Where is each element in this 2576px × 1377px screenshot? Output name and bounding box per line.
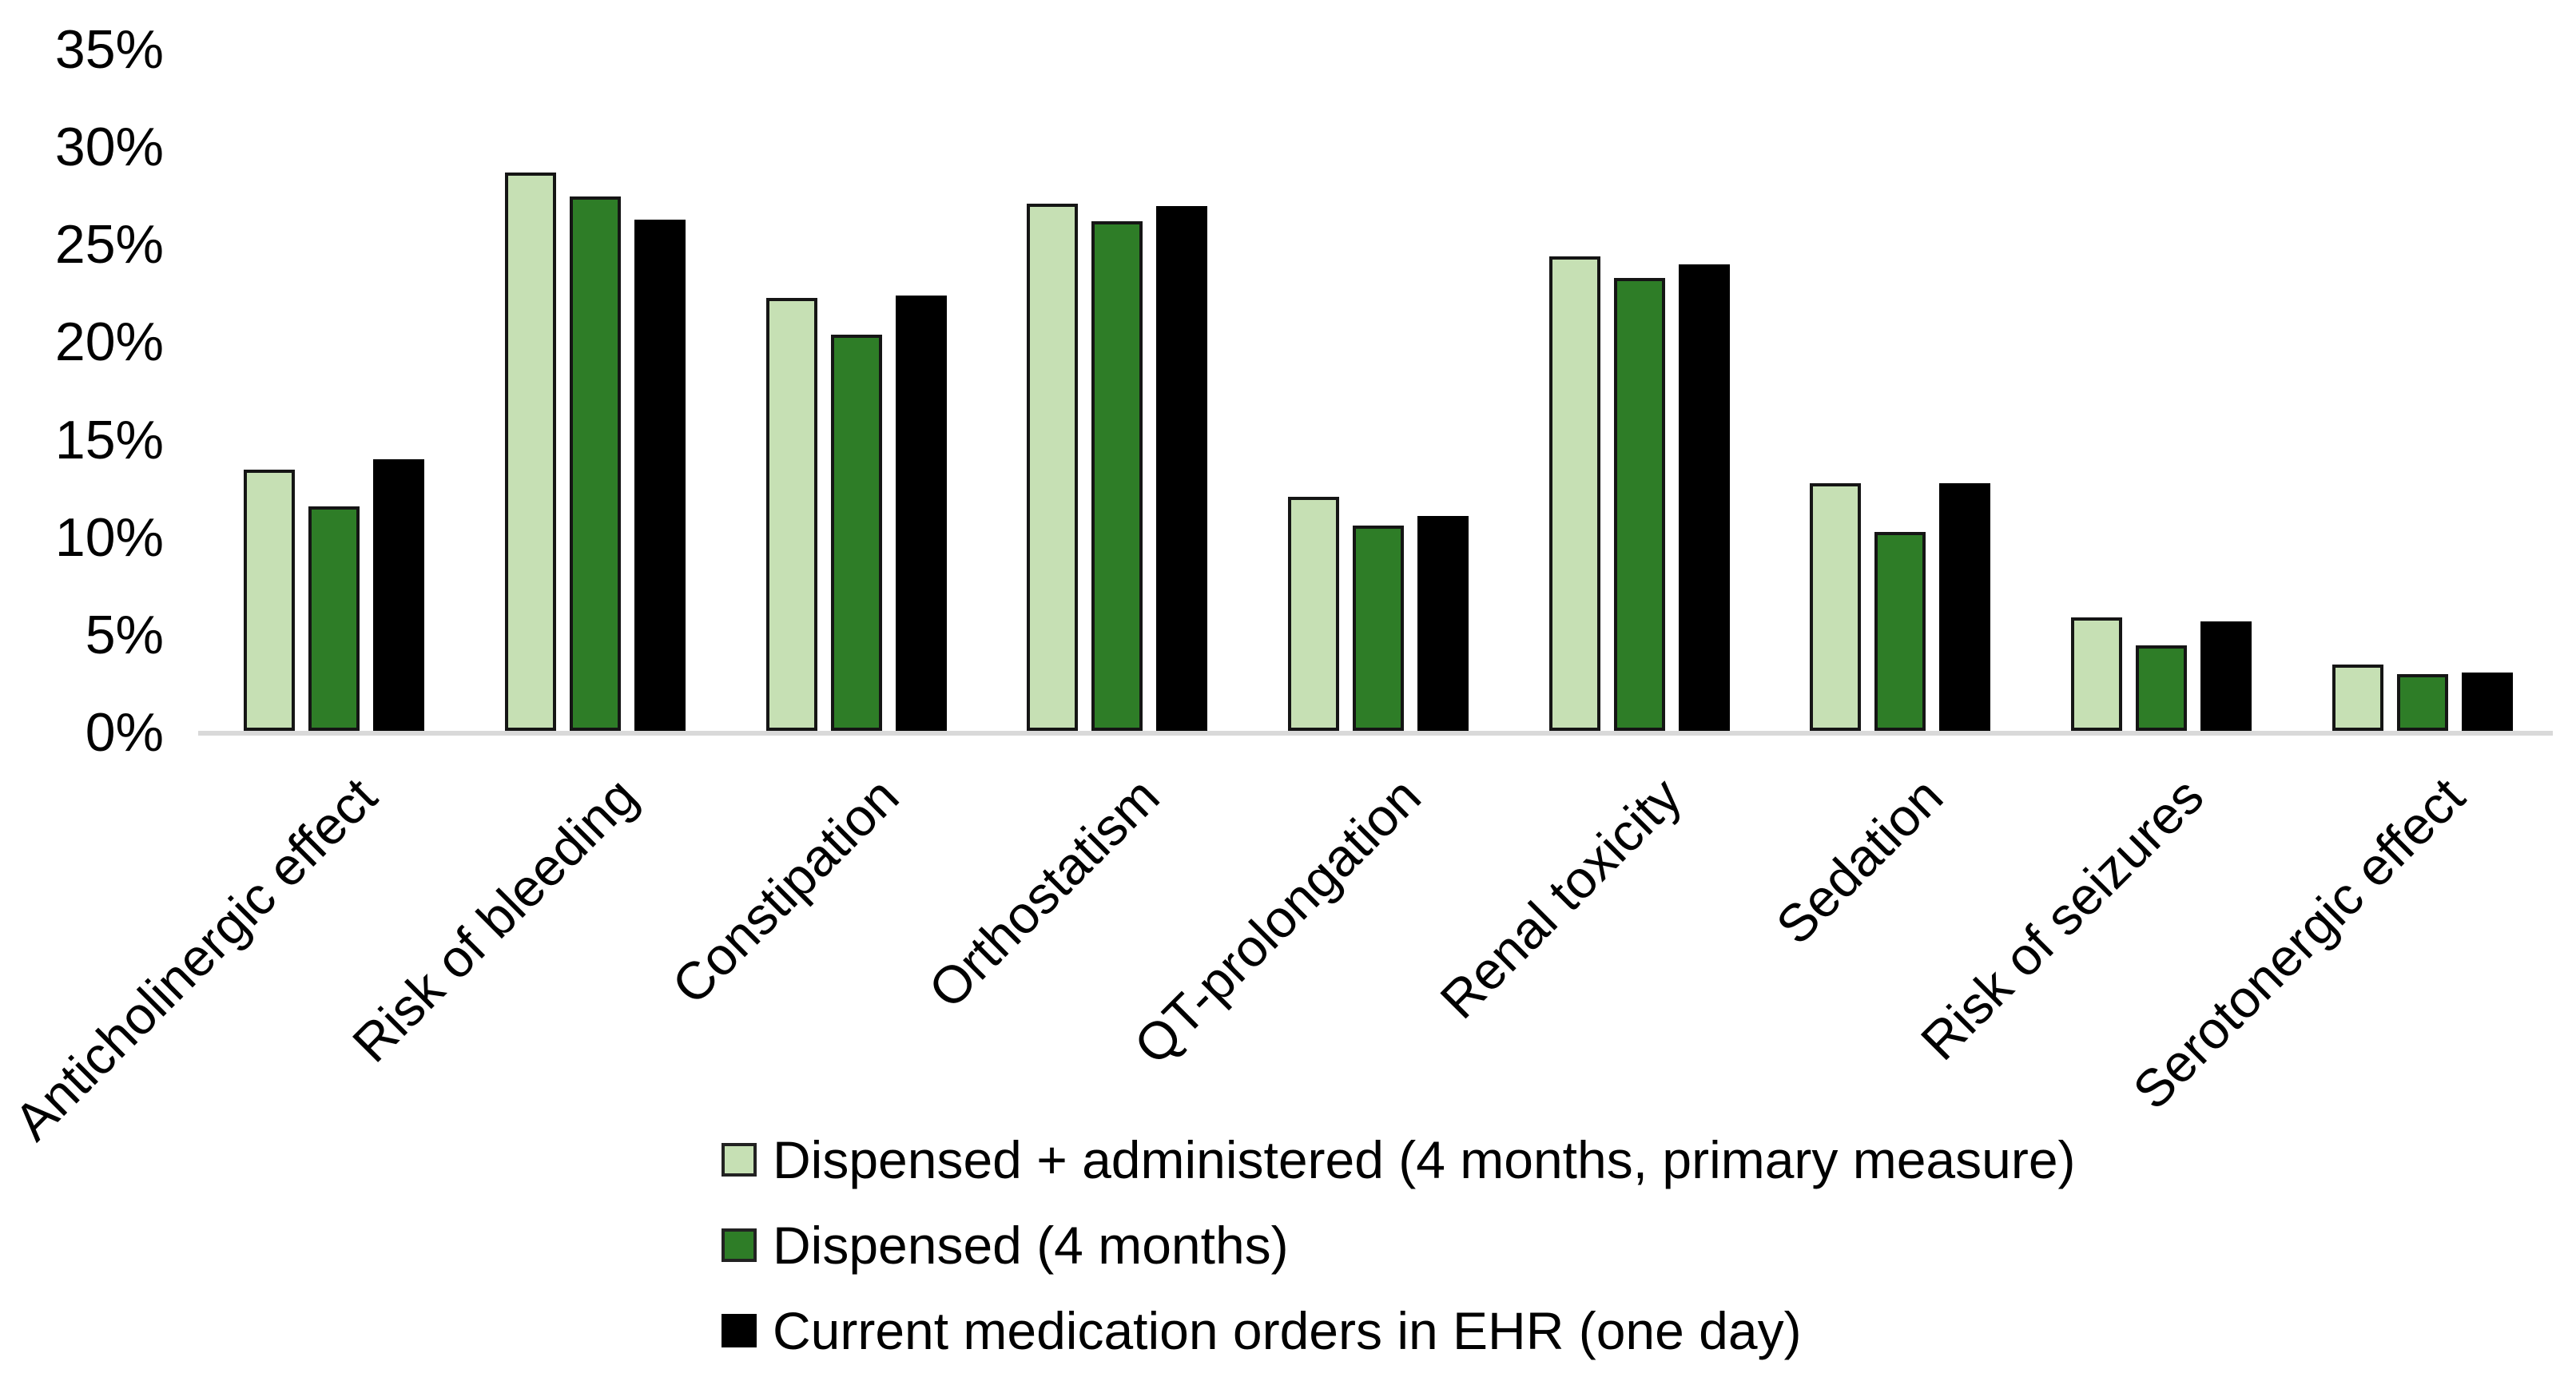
y-axis-tick-label: 0% (85, 702, 164, 763)
bar-series-2 (2136, 645, 2187, 731)
bar-series-3 (1417, 516, 1469, 731)
y-axis-tick-label: 15% (54, 409, 164, 470)
bar-series-2 (308, 506, 360, 731)
bar-series-2 (831, 335, 882, 731)
bar-series-3 (1679, 264, 1730, 731)
category-label: Risk of seizures (1909, 766, 2215, 1071)
legend-label: Current medication orders in EHR (one da… (773, 1300, 1802, 1360)
category-label: QT-prolongation (1122, 766, 1432, 1076)
legend-swatch (722, 1228, 757, 1262)
legend-swatch (722, 1313, 757, 1347)
y-axis-tick-label: 35% (54, 19, 164, 80)
y-axis-tick-label: 20% (54, 312, 164, 373)
category-label: Orthostatism (917, 766, 1171, 1020)
bar-series-1 (1027, 204, 1078, 731)
bar-series-3 (373, 459, 424, 731)
bar-series-3 (1156, 206, 1207, 731)
y-axis-tick-label: 5% (85, 604, 164, 665)
bar-series-2 (1353, 526, 1404, 731)
x-axis-line (198, 731, 2553, 736)
bar-series-2 (1091, 221, 1143, 731)
category-label: Risk of bleeding (341, 766, 649, 1073)
y-axis-tick-label: 25% (54, 214, 164, 276)
y-axis-tick-label: 30% (54, 117, 164, 178)
legend-item: Current medication orders in EHR (one da… (722, 1288, 2076, 1373)
category-label: Constipation (660, 766, 910, 1016)
bar-series-3 (1939, 483, 1990, 731)
category-label: Renal toxicity (1429, 766, 1693, 1030)
y-axis-tick-label: 10% (54, 506, 164, 568)
bar-series-3 (2200, 621, 2252, 731)
bar-series-1 (244, 470, 295, 731)
legend-item: Dispensed + administered (4 months, prim… (722, 1117, 2076, 1202)
bar-series-1 (1549, 256, 1600, 731)
bar-series-2 (570, 196, 621, 731)
bar-series-2 (1874, 532, 1926, 731)
bar-series-1 (505, 173, 556, 731)
legend-label: Dispensed + administered (4 months, prim… (773, 1129, 2076, 1189)
bar-series-3 (2462, 673, 2513, 731)
bar-series-1 (2332, 665, 2383, 731)
category-label: Anticholinergic effect (2, 766, 388, 1152)
legend-item: Dispensed (4 months) (722, 1202, 2076, 1288)
category-label: Sedation (1764, 766, 1954, 955)
bar-series-1 (1810, 483, 1861, 731)
legend: Dispensed + administered (4 months, prim… (722, 1117, 2076, 1373)
bar-series-1 (766, 298, 817, 731)
legend-label: Dispensed (4 months) (773, 1215, 1289, 1275)
legend-swatch (722, 1142, 757, 1177)
bar-series-3 (896, 296, 947, 731)
bar-series-1 (1288, 497, 1339, 731)
bar-series-2 (1614, 278, 1665, 731)
bar-series-1 (2071, 617, 2122, 731)
bar-series-3 (634, 220, 686, 731)
bar-series-2 (2397, 674, 2448, 731)
